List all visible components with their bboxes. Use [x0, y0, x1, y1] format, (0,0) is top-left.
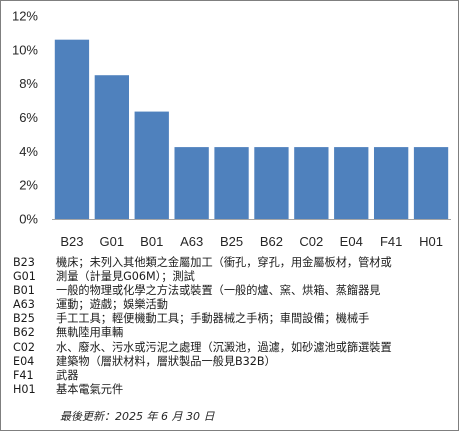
- bars: [54, 39, 449, 220]
- x-tick-label: G01: [100, 234, 125, 249]
- bar-chart: 0% 2% 4% 6% 8% 10% 12% B23 G01 B01 A63 B25 B62 C02 E0…: [12, 9, 451, 249]
- legend-code: G01: [13, 270, 36, 284]
- legend-description: 一般的物理或化學之方法或裝置（一般的爐、窯、烘箱、蒸餾器見: [56, 284, 381, 298]
- legend-code: B23: [13, 256, 35, 269]
- bar: [254, 147, 289, 219]
- y-tick-label: 12%: [12, 9, 38, 24]
- legend: B23 機床；未列入其他類之金屬加工（衝孔，穿孔，用金屬板材，管材或 G01 測…: [13, 256, 453, 397]
- legend-row: B25 手工工具；輕便機動工具；手動器械之手柄；車間設備；機械手: [13, 312, 453, 326]
- x-tick-label: B01: [140, 234, 163, 249]
- legend-code: A63: [13, 298, 35, 312]
- legend-row: C02 水、廢水、污水或污泥之處理（沉澱池，過濾，如砂濾池或篩選裝置: [13, 341, 453, 355]
- y-tick-label: 2%: [19, 178, 38, 193]
- x-tick-label: A63: [180, 234, 203, 249]
- x-axis-ticks: B23 G01 B01 A63 B25 B62 C02 E04 F41 H01: [60, 234, 443, 249]
- legend-description: 建築物（層狀材料，層狀製品一般見B32B）: [56, 354, 276, 368]
- legend-row: H01 基本電氣元件: [13, 383, 453, 397]
- y-tick-label: 0%: [19, 212, 38, 227]
- x-tick-label: H01: [419, 234, 443, 249]
- legend-row: G01 測量（計量見G06M）；測試: [13, 270, 453, 284]
- legend-code: F41: [13, 368, 34, 382]
- bar: [373, 147, 409, 219]
- legend-row: A63 運動；遊戲；娛樂活動: [13, 298, 453, 312]
- bar: [214, 147, 249, 219]
- legend-description: 手工工具；輕便機動工具；手動器械之手柄；車間設備；機械手: [56, 312, 370, 326]
- legend-description: 基本電氣元件: [56, 382, 124, 396]
- legend-code: H01: [13, 382, 36, 396]
- legend-code: E04: [13, 354, 35, 368]
- legend-description: 無軌陸用車輛: [56, 326, 124, 340]
- x-tick-label: E04: [340, 234, 363, 249]
- legend-description: 測量（計量見G06M）；測試: [56, 270, 195, 284]
- y-axis-ticks: 0% 2% 4% 6% 8% 10% 12%: [12, 9, 38, 227]
- y-tick-label: 10%: [12, 42, 38, 57]
- x-tick-label: C02: [299, 234, 323, 249]
- bar: [54, 39, 90, 220]
- y-tick-label: 6%: [19, 110, 38, 125]
- y-tick-label: 8%: [19, 76, 38, 91]
- y-tick-label: 4%: [19, 144, 38, 159]
- last-updated-note: 最後更新：2025 年 6 月 30 日: [60, 410, 215, 423]
- legend-row: F41 武器: [13, 369, 453, 383]
- bar: [334, 147, 369, 219]
- legend-description: 運動；遊戲；娛樂活動: [56, 298, 168, 312]
- legend-description: 武器: [56, 368, 79, 382]
- legend-description: 機床；未列入其他類之金屬加工（衝孔，穿孔，用金屬板材，管材或: [56, 256, 392, 269]
- legend-code: B25: [13, 312, 35, 326]
- bar: [413, 147, 449, 219]
- legend-row: B62 無軌陸用車輛: [13, 326, 453, 340]
- x-tick-label: B62: [260, 234, 283, 249]
- legend-code: B62: [13, 326, 35, 340]
- legend-description: 水、廢水、污水或污泥之處理（沉澱池，過濾，如砂濾池或篩選裝置: [56, 340, 392, 354]
- legend-code: C02: [13, 340, 36, 354]
- legend-row: E04 建築物（層狀材料，層狀製品一般見B32B）: [13, 355, 453, 369]
- bar: [174, 147, 209, 219]
- x-tick-label: B25: [220, 234, 243, 249]
- bar: [94, 75, 129, 220]
- bar: [294, 147, 329, 219]
- bar: [134, 111, 169, 219]
- legend-row: B01 一般的物理或化學之方法或裝置（一般的爐、窯、烘箱、蒸餾器見: [13, 284, 453, 298]
- x-tick-label: B23: [60, 234, 83, 249]
- x-tick-label: F41: [380, 234, 402, 249]
- legend-row: B23 機床；未列入其他類之金屬加工（衝孔，穿孔，用金屬板材，管材或: [13, 256, 453, 270]
- legend-code: B01: [13, 284, 35, 298]
